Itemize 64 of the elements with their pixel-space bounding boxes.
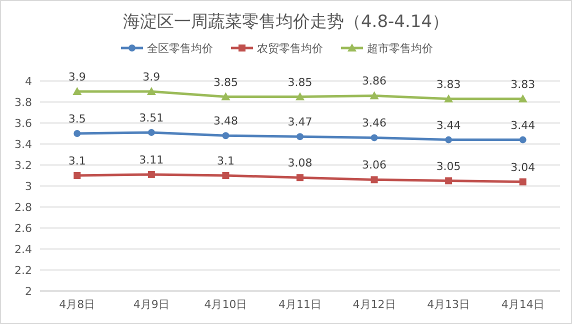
point <box>72 87 82 95</box>
point <box>74 130 81 137</box>
point <box>148 128 155 136</box>
y-tick-label: 3.4 <box>14 138 32 151</box>
x-tick-label: 4月8日 <box>59 298 96 311</box>
data-label: 3.47 <box>288 116 312 129</box>
legend-label: 超市零售均价 <box>367 42 433 55</box>
data-label: 3.46 <box>362 116 387 130</box>
point <box>370 91 379 100</box>
point <box>148 170 155 178</box>
x-tick-label: 4月10日 <box>204 298 248 311</box>
data-label: 3.5 <box>68 112 86 126</box>
y-tick-label: 2 <box>25 284 32 298</box>
y-tick-label: 3.8 <box>14 96 32 109</box>
data-label: 3.86 <box>362 74 387 88</box>
point <box>296 92 304 100</box>
x-tick-label: 4月14日 <box>501 298 544 311</box>
y-tick-label: 3 <box>25 180 32 193</box>
point <box>296 174 304 182</box>
y-tick-label: 2.8 <box>14 200 32 214</box>
point <box>74 172 81 179</box>
data-label: 3.9 <box>142 70 160 84</box>
point <box>222 132 230 140</box>
y-tick-label: 2.2 <box>14 264 32 277</box>
y-tick-label: 2.6 <box>14 222 32 235</box>
x-tick-label: 4月9日 <box>133 298 170 311</box>
y-tick-label: 2.4 <box>14 242 32 256</box>
data-label: 3.83 <box>436 78 461 91</box>
data-label: 3.51 <box>139 111 164 124</box>
data-label: 3.85 <box>213 76 238 89</box>
point <box>222 172 230 179</box>
point <box>445 177 452 184</box>
data-label: 3.1 <box>68 154 86 168</box>
data-label: 3.08 <box>288 156 312 170</box>
point <box>444 94 454 102</box>
point <box>519 178 526 186</box>
data-label: 3.48 <box>213 114 238 128</box>
data-label: 3.85 <box>288 76 312 89</box>
x-tick-label: 4月11日 <box>278 298 322 311</box>
legend-label: 全区零售均价 <box>147 42 213 55</box>
data-label: 3.9 <box>68 70 86 84</box>
data-label: 3.04 <box>510 160 536 174</box>
x-tick-label: 4月12日 <box>352 298 396 311</box>
y-tick-label: 3.2 <box>14 158 32 172</box>
chart-title: 海淀区一周蔬菜零售均价走势（4.8-4.14） <box>122 12 450 32</box>
point <box>221 92 230 100</box>
data-label: 3.11 <box>139 153 164 166</box>
y-tick-label: 3.6 <box>14 116 32 130</box>
point <box>370 176 378 184</box>
point <box>296 133 304 140</box>
point <box>519 136 526 144</box>
point <box>370 134 378 142</box>
point <box>518 94 528 102</box>
data-label: 3.44 <box>510 118 536 132</box>
legend-label: 农贸零售均价 <box>257 42 323 55</box>
y-tick-label: 4 <box>25 74 32 88</box>
data-label: 3.06 <box>362 158 387 172</box>
x-tick-label: 4月13日 <box>427 298 470 311</box>
data-label: 3.83 <box>510 78 536 91</box>
point <box>445 136 452 144</box>
point <box>146 87 156 95</box>
data-label: 3.1 <box>216 154 234 168</box>
data-label: 3.05 <box>436 160 461 173</box>
data-label: 3.44 <box>436 118 461 132</box>
